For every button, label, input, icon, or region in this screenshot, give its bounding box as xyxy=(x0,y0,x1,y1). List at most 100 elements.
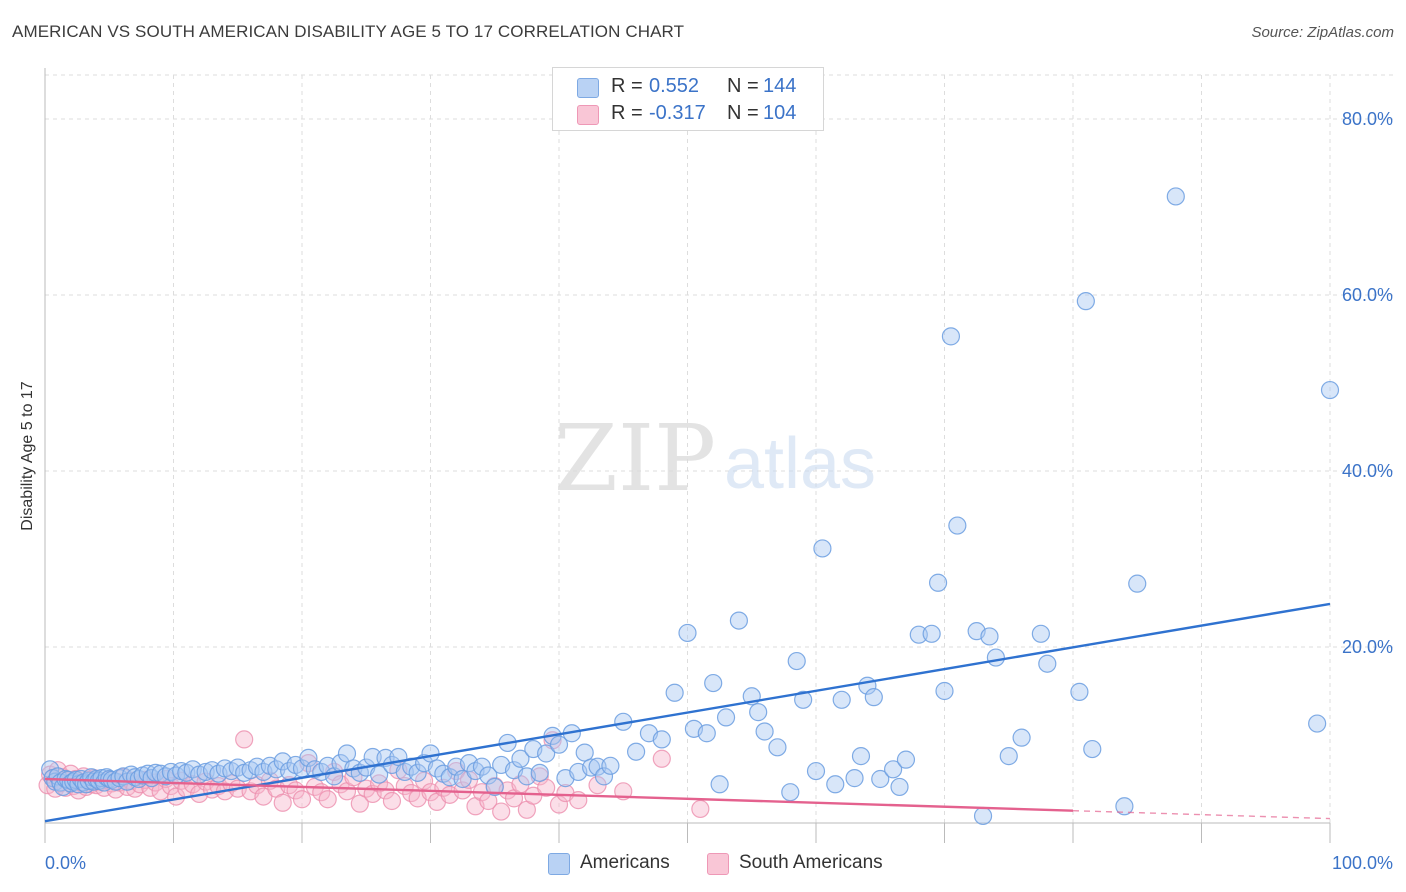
americans-point xyxy=(781,783,800,802)
trend-lines xyxy=(44,602,1331,823)
americans-point xyxy=(832,690,851,709)
n-label: N = xyxy=(727,102,759,124)
americans-point xyxy=(813,539,832,558)
americans-point xyxy=(479,766,498,785)
south-americans-point xyxy=(318,790,337,809)
americans-point xyxy=(794,690,813,709)
y-tick-label: 60.0% xyxy=(1342,285,1393,305)
south-americans-point xyxy=(273,793,292,812)
americans-point xyxy=(883,760,903,779)
americans-point xyxy=(1083,739,1102,759)
americans-point xyxy=(1128,574,1147,593)
americans-point xyxy=(851,747,871,766)
legend-label: South Americans xyxy=(739,852,883,873)
americans-point xyxy=(755,722,774,741)
americans-point xyxy=(588,757,607,776)
americans-point xyxy=(485,777,504,797)
south-americans-trend-extension xyxy=(1072,809,1331,820)
south-americans-point xyxy=(382,791,402,811)
americans-point xyxy=(729,611,749,630)
americans-point xyxy=(806,761,826,781)
americans-point xyxy=(652,730,671,749)
americans-point xyxy=(408,763,427,782)
south-americans-point xyxy=(691,799,710,819)
americans-point xyxy=(845,769,864,788)
americans-point xyxy=(1115,797,1134,816)
south-americans-point xyxy=(652,749,671,768)
south-americans-point xyxy=(537,778,556,797)
americans-point xyxy=(787,651,806,671)
legend-label: Americans xyxy=(580,852,670,873)
americans-point xyxy=(935,681,954,701)
americans-point xyxy=(1031,624,1050,643)
americans-swatch xyxy=(548,853,570,875)
americans-point xyxy=(704,673,723,693)
americans-point xyxy=(601,756,620,775)
americans-point xyxy=(549,735,569,754)
americans-point xyxy=(928,573,948,592)
americans-point xyxy=(370,765,389,784)
y-tick-label: 80.0% xyxy=(1342,109,1393,129)
americans-point xyxy=(626,742,646,761)
americans-point xyxy=(826,775,845,794)
south-americans-point xyxy=(350,794,369,813)
americans-point xyxy=(716,708,736,727)
americans-point xyxy=(909,625,928,644)
americans-point xyxy=(1038,654,1057,673)
south-americans-swatch xyxy=(707,853,729,875)
n-label: N = xyxy=(727,75,759,97)
americans-swatch xyxy=(577,78,599,98)
axes xyxy=(44,68,1331,843)
americans-point xyxy=(1320,380,1340,400)
americans-point xyxy=(1070,682,1089,701)
south-americans-point xyxy=(492,802,511,821)
americans-point xyxy=(749,703,768,722)
correlation-legend: R = 0.552 N = 144 R = -0.317 N = 104 xyxy=(552,67,824,131)
americans-point xyxy=(896,750,916,769)
americans-point xyxy=(986,648,1006,667)
americans-point xyxy=(941,327,961,346)
americans-point xyxy=(511,749,530,768)
americans-point xyxy=(537,744,556,763)
americans-point xyxy=(299,748,318,767)
americans-point xyxy=(1166,187,1185,206)
americans-point xyxy=(1012,728,1031,747)
americans-point xyxy=(665,683,684,702)
americans-point xyxy=(697,724,716,743)
source-label: Source: ZipAtlas.com xyxy=(1251,24,1394,41)
americans-point xyxy=(678,623,697,643)
r-value: -0.317 xyxy=(649,102,706,124)
r-label: R = xyxy=(611,75,643,97)
y-tick-label: 20.0% xyxy=(1342,637,1393,657)
south-americans-point xyxy=(292,790,312,809)
americans-point xyxy=(973,806,993,826)
americans-point xyxy=(768,738,787,757)
south-americans-trend-line xyxy=(44,777,1074,812)
r-label: R = xyxy=(611,102,643,124)
watermark-zip: ZIP xyxy=(554,405,716,512)
americans-point xyxy=(999,747,1018,766)
y-tick-label: 40.0% xyxy=(1342,461,1393,481)
americans-point xyxy=(530,763,549,782)
x-tick-label: 0.0% xyxy=(45,853,86,873)
south-americans-point xyxy=(235,730,254,749)
americans-point xyxy=(1076,292,1095,311)
americans-point xyxy=(582,758,601,777)
tick-labels: 20.0% 40.0% 60.0% 80.0% 0.0% 100.0% xyxy=(45,109,1393,873)
americans-point xyxy=(575,743,594,762)
watermark-atlas: atlas xyxy=(724,424,876,504)
n-value: 144 xyxy=(763,75,797,97)
south-americans-swatch xyxy=(577,105,599,125)
x-tick-label: 100.0% xyxy=(1332,853,1393,873)
r-value: 0.552 xyxy=(649,75,700,97)
americans-point xyxy=(980,627,999,646)
americans-point xyxy=(1308,714,1327,733)
americans-point xyxy=(710,775,729,794)
chart-title: AMERICAN VS SOUTH AMERICAN DISABILITY AG… xyxy=(12,22,685,41)
americans-point xyxy=(890,777,909,797)
americans-point xyxy=(922,624,941,643)
americans-point xyxy=(948,516,967,535)
americans-point xyxy=(337,744,357,763)
n-value: 104 xyxy=(763,102,797,124)
